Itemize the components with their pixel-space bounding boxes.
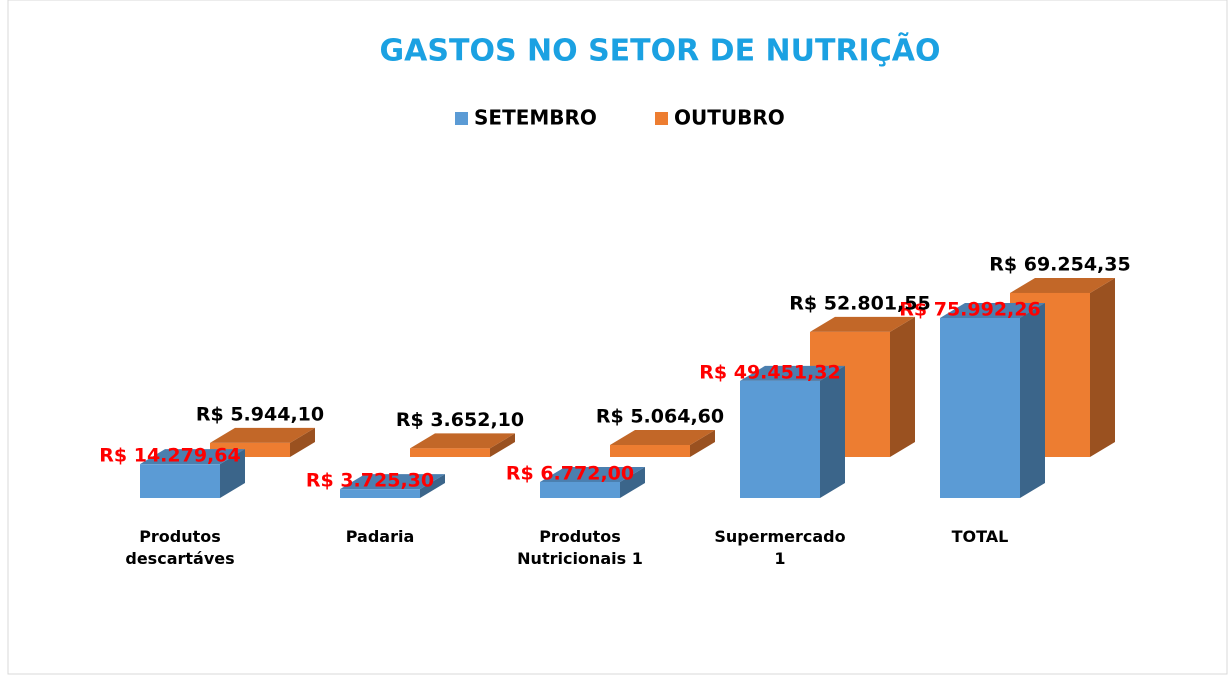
bar-top (140, 449, 245, 465)
bar-side (1020, 303, 1045, 498)
bar-side (690, 430, 715, 457)
x-tick-label: TOTAL (951, 527, 1009, 546)
bar-top (340, 474, 445, 490)
bar (610, 430, 715, 457)
bar (210, 427, 315, 457)
bar-side (490, 433, 515, 457)
bar (140, 449, 245, 498)
value-label: R$ 3.725,30 (306, 470, 434, 492)
bar-top (1010, 277, 1115, 293)
bar-side (1090, 277, 1115, 457)
bar-front (540, 481, 620, 498)
bar-front (140, 464, 220, 498)
legend-label: SETEMBRO (474, 106, 597, 130)
bar (410, 433, 515, 457)
value-label: R$ 5.064,60 (596, 406, 724, 428)
x-tick-label: Produtos descartáves (125, 527, 235, 568)
bar-top (610, 430, 715, 446)
bar-top (810, 316, 915, 332)
bar-front (340, 489, 420, 498)
bar-side (220, 449, 245, 498)
bar (740, 365, 845, 498)
value-label: R$ 69.254,35 (989, 253, 1130, 275)
value-label: R$ 5.944,10 (196, 403, 324, 425)
bar (540, 466, 645, 498)
bar-top (740, 365, 845, 381)
legend-swatch (655, 112, 668, 125)
bar-side (420, 474, 445, 498)
bar-top (210, 427, 315, 443)
bar-side (290, 427, 315, 457)
bar-side (820, 365, 845, 498)
bar (340, 474, 445, 498)
legend-label: OUTUBRO (674, 106, 785, 130)
value-label: R$ 3.652,10 (396, 409, 524, 431)
value-label: R$ 52.801,55 (789, 292, 930, 314)
bar-front (610, 445, 690, 457)
x-tick-label: Padaria (345, 527, 415, 546)
bar-top (940, 303, 1045, 318)
chart-title: GASTOS NO SETOR DE NUTRIÇÃO (380, 32, 941, 69)
frame (7, 0, 1228, 675)
bar-front (410, 448, 490, 457)
bar-top (410, 433, 515, 449)
value-label: R$ 75.992,26 (899, 299, 1040, 321)
bar-front (740, 380, 820, 498)
bar-side (890, 316, 915, 457)
bar-top (540, 466, 645, 482)
bar-front (940, 318, 1020, 498)
value-label: R$ 6.772,00 (506, 462, 634, 484)
bar-side (620, 466, 645, 498)
bar (940, 303, 1045, 498)
legend-swatch (455, 112, 468, 125)
x-tick-label: Supermercado 1 (714, 527, 846, 568)
value-label: R$ 14.279,64 (99, 445, 240, 467)
x-tick-label: Produtos Nutricionais 1 (517, 527, 643, 568)
value-label: R$ 49.451,32 (699, 361, 840, 383)
